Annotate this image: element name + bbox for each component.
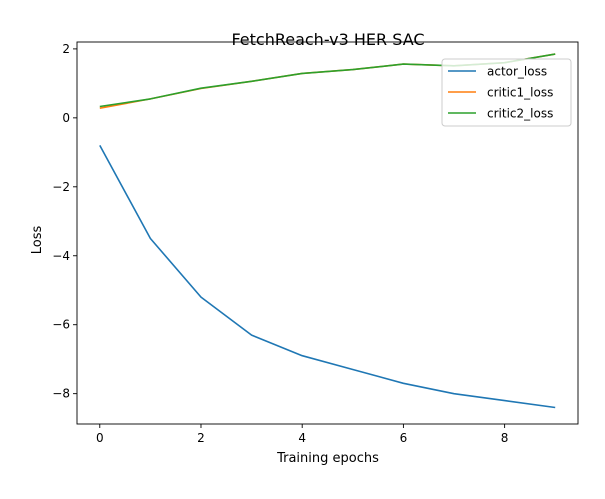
x-tick-label: 0 — [96, 431, 104, 445]
y-axis-label: Loss — [30, 226, 45, 255]
legend: actor_loss critic1_loss critic2_loss — [441, 58, 572, 127]
y-tick-label: −8 — [52, 387, 70, 401]
series-line-actor_loss — [99, 145, 556, 409]
legend-label-critic1_loss: critic1_loss — [487, 86, 553, 100]
chart-title: FetchReach-v3 HER SAC — [231, 30, 424, 49]
y-tick-label: −6 — [52, 318, 70, 332]
legend-label-critic2_loss: critic2_loss — [487, 107, 553, 121]
x-tick-label: 4 — [298, 431, 306, 445]
legend-box — [441, 58, 572, 127]
x-tick-label: 6 — [400, 431, 408, 445]
y-tick-label: 2 — [62, 42, 70, 56]
x-axis-label: Training epochs — [276, 451, 379, 466]
plot-area: 0 2 4 6 8 2 0 −2 −4 −6 −8 — [52, 41, 579, 445]
x-tick-label: 2 — [197, 431, 205, 445]
legend-label-actor_loss: actor_loss — [487, 65, 547, 79]
x-tick-label: 8 — [501, 431, 509, 445]
plot-frame — [76, 41, 579, 425]
y-tick-label: −2 — [52, 180, 70, 194]
y-tick-label: 0 — [62, 111, 70, 125]
y-tick-label: −4 — [52, 249, 70, 263]
